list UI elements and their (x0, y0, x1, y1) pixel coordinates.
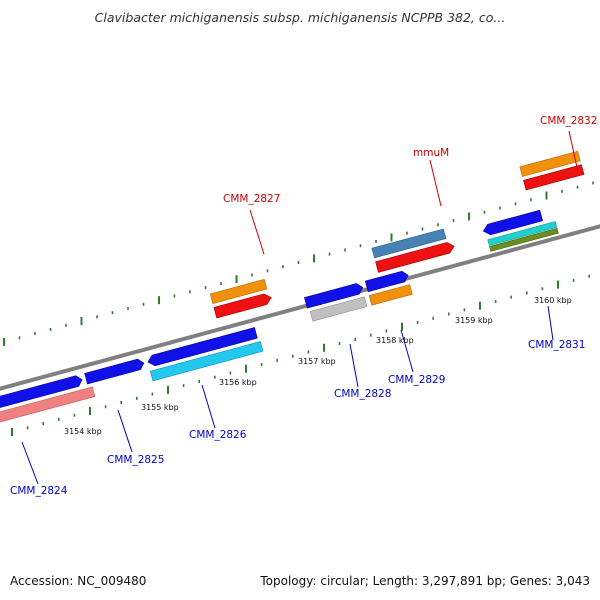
tick-label-3155: 3155 kbp (141, 403, 179, 412)
tick-labels: 3154 kbp 3155 kbp 3156 kbp 3157 kbp 3158… (64, 296, 572, 436)
gene-cmm2827-orange[interactable] (209, 278, 268, 304)
map-title: Clavibacter michiganensis subsp. michiga… (94, 10, 506, 25)
gene-label-mmum: mmuM (413, 147, 449, 159)
gene-cmm2826[interactable] (146, 327, 258, 368)
accession-label: Accession: NC_009480 (10, 574, 147, 588)
gene-labels: CMM_2824 CMM_2825 CMM_2826 CMM_2827 CMM_… (10, 115, 597, 497)
topology-label: Topology: circular; Length: 3,297,891 bp… (260, 574, 590, 588)
gene-label-cmm2831: CMM_2831 (528, 339, 585, 351)
gene-label-cmm2829: CMM_2829 (388, 374, 445, 386)
gene-cmm2828[interactable] (304, 282, 364, 309)
gene-cmm2832-orange[interactable] (519, 150, 581, 177)
gene-label-cmm2832: CMM_2832 (540, 115, 597, 127)
gene-cmm2831-teal[interactable] (487, 221, 558, 246)
gene-pink-feature[interactable] (0, 386, 96, 426)
gene-label-cmm2828: CMM_2828 (334, 388, 391, 400)
gene-cmm2831-olive[interactable] (489, 227, 559, 252)
gene-cmm2831[interactable] (482, 209, 544, 236)
gene-cmm2829[interactable] (364, 270, 409, 293)
gene-cmm2832[interactable] (523, 164, 585, 191)
gene-cmm2828-gray[interactable] (309, 296, 368, 322)
gene-cmm2829-orange[interactable] (368, 284, 413, 306)
gene-cmm2824[interactable] (0, 374, 84, 412)
genome-backbone (0, 224, 600, 391)
inner-tick-track (11, 274, 591, 436)
tick-label-3154: 3154 kbp (64, 427, 102, 436)
outer-tick-track (3, 181, 594, 346)
gene-label-cmm2826: CMM_2826 (189, 429, 247, 441)
tick-label-3160: 3160 kbp (534, 296, 572, 305)
callout-lines (21, 130, 579, 485)
gene-label-cmm2825: CMM_2825 (107, 454, 164, 466)
tick-label-3159: 3159 kbp (455, 316, 493, 325)
gene-label-cmm2827: CMM_2827 (223, 193, 280, 205)
tick-label-3156: 3156 kbp (219, 378, 257, 387)
gene-mmum-steel[interactable] (371, 228, 447, 259)
tick-label-3157: 3157 kbp (298, 357, 336, 366)
gene-cmm2827[interactable] (213, 292, 273, 319)
gene-mmum[interactable] (375, 241, 456, 273)
gene-cyan-feature[interactable] (149, 341, 264, 382)
gene-cmm2825[interactable] (84, 358, 146, 385)
tick-label-3158: 3158 kbp (376, 336, 414, 345)
gene-label-cmm2824: CMM_2824 (10, 485, 68, 497)
